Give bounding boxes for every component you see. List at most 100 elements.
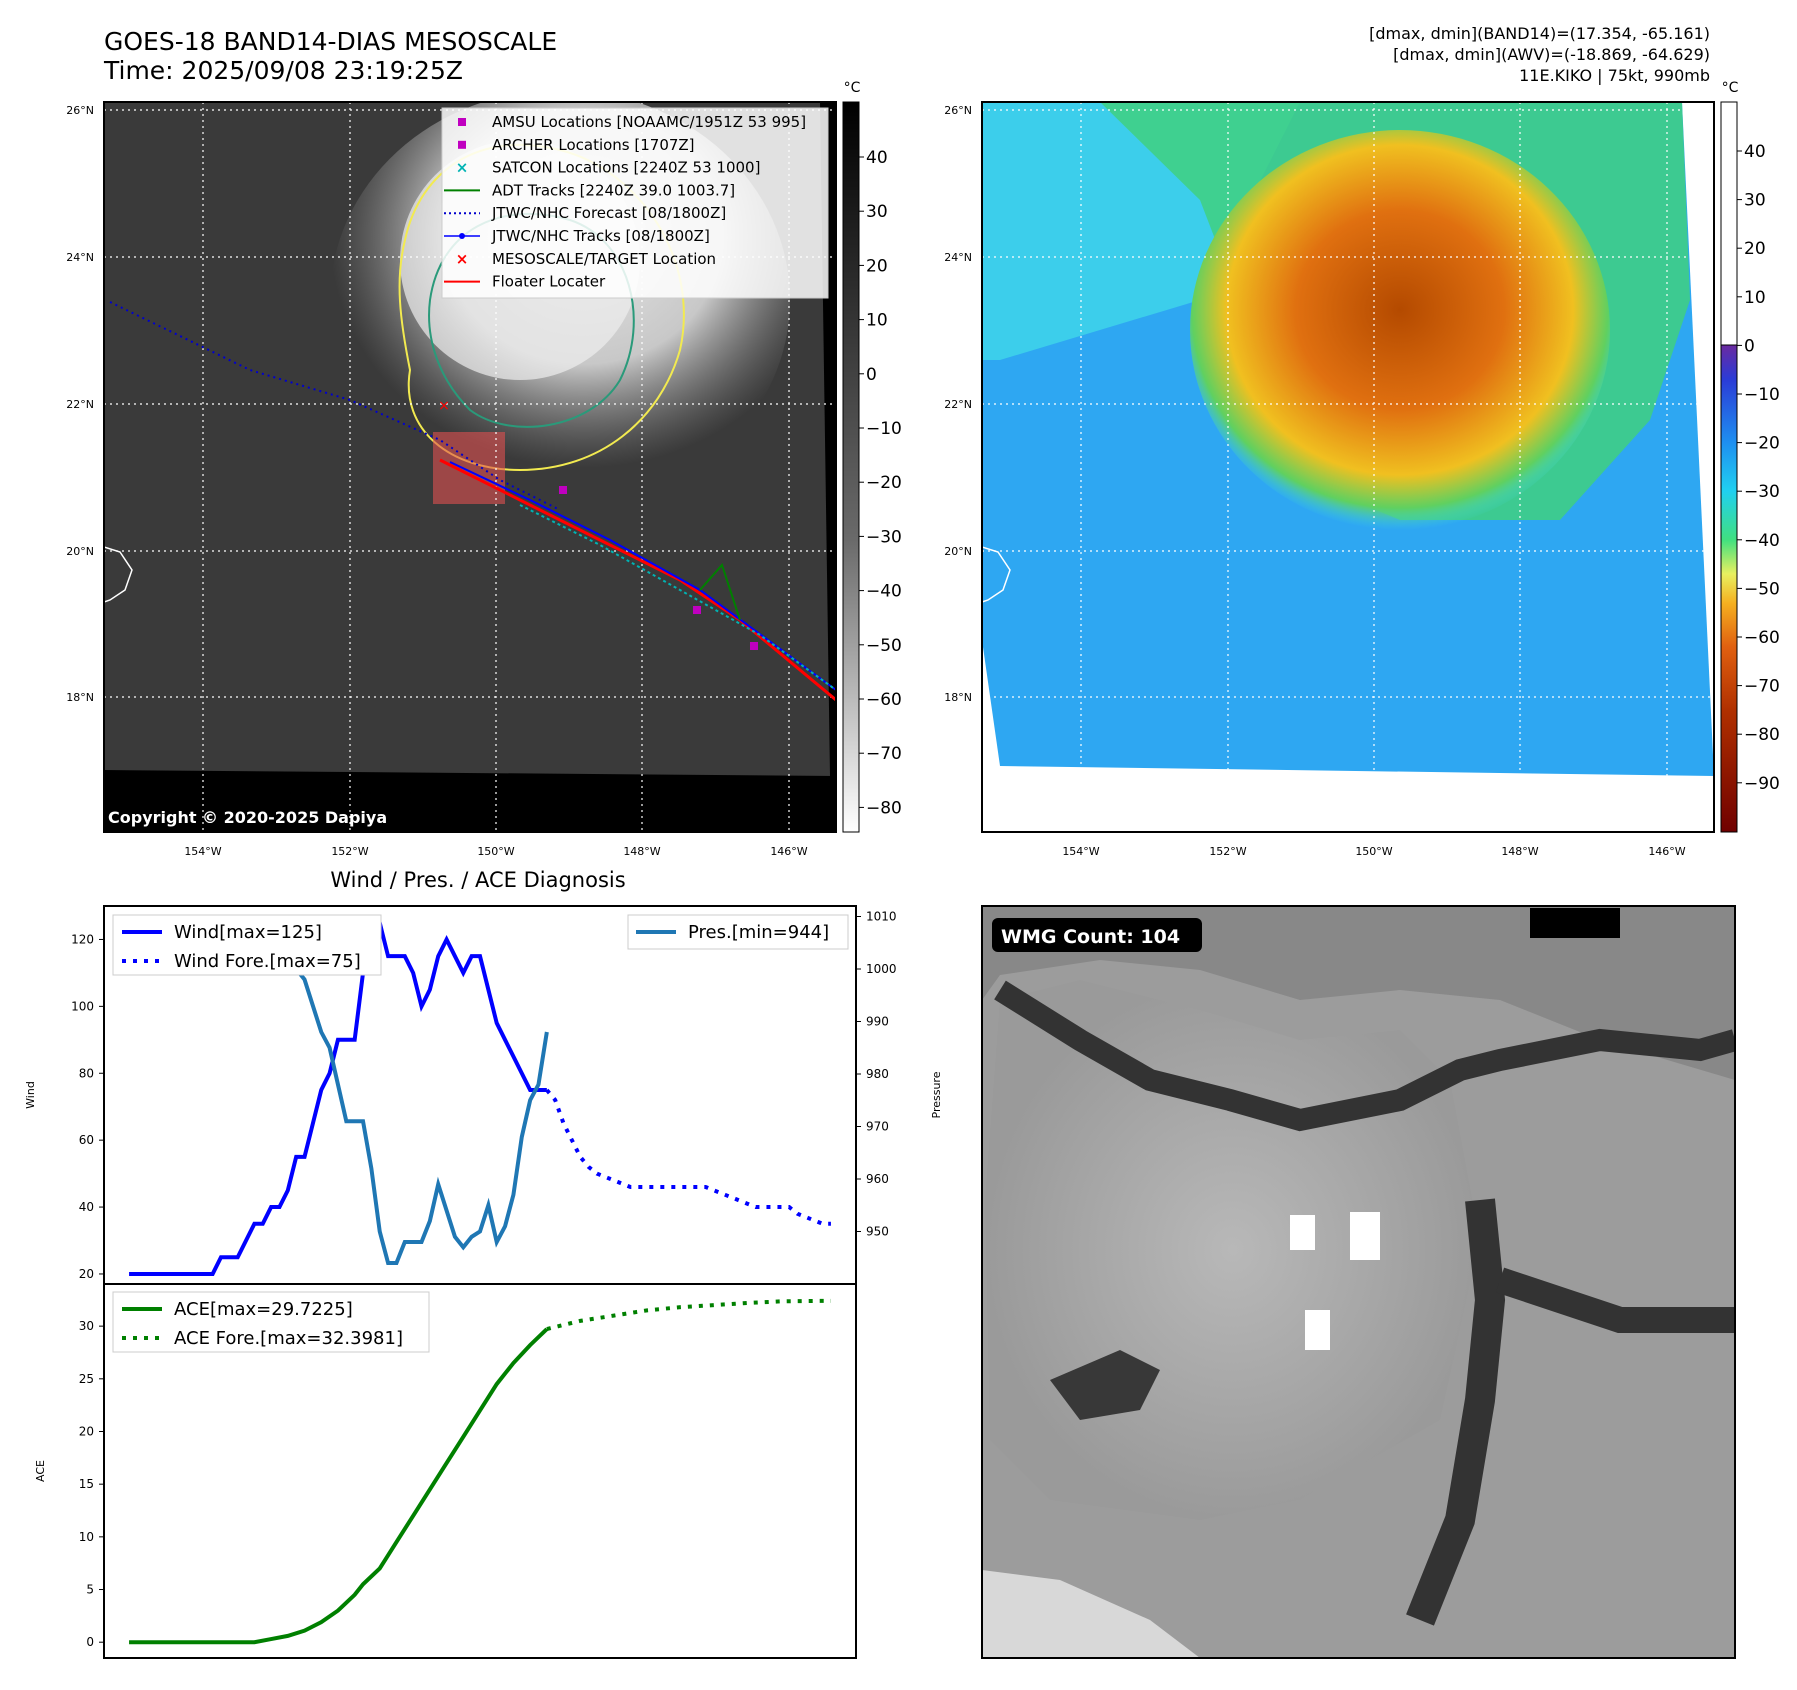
wind-ytick-label: 60 <box>79 1133 94 1147</box>
ir-colorbar-unit: °C <box>844 80 861 96</box>
pressure-ytick-label: 970 <box>866 1120 889 1134</box>
dias-colorbar: °C 40 30 20 10 0 −10 −20 −30 −40 −50 −60 −70 −80 −90 <box>1720 80 1780 833</box>
lon-label: 150°W <box>1355 845 1392 858</box>
ir-legend: AMSU Locations [NOAAMC/1951Z 53 995] ARCH… <box>441 107 829 299</box>
ir-colorbar-tick-label: −60 <box>866 690 902 710</box>
ir-jtwc-track <box>449 461 836 691</box>
dias-colorbar-tick-label: −90 <box>1744 774 1780 794</box>
wind-ytick-label: 40 <box>79 1200 94 1214</box>
dias-colorbar-tick-label: 40 <box>1744 142 1766 162</box>
dias-lon-labels: 154°W 152°W 150°W 148°W 146°W <box>1062 845 1685 858</box>
wind-ytick-label: 100 <box>71 999 94 1013</box>
ir-colorbar-tick-label: −80 <box>866 798 902 818</box>
legend-label: ACE[max=29.7225] <box>174 1299 353 1320</box>
ir-mesoscale-box <box>433 432 505 504</box>
dias-storm-core <box>1190 130 1610 530</box>
ace-ytick-label: 10 <box>79 1530 94 1544</box>
lon-label: 152°W <box>331 845 368 858</box>
series-line-0 <box>129 920 547 1276</box>
dias-colorbar-tick-label: −30 <box>1744 482 1780 502</box>
ir-floater-track <box>439 458 836 702</box>
legend-label: JTWC/NHC Forecast [08/1800Z] <box>491 204 726 222</box>
wind-axis-label: Wind <box>24 1081 37 1109</box>
legend-label: AMSU Locations [NOAAMC/1951Z 53 995] <box>492 113 806 131</box>
ir-amsu-marker <box>559 486 567 494</box>
legend-marker-x: × <box>456 250 469 268</box>
lon-label: 148°W <box>623 845 660 858</box>
ir-adt-track <box>699 563 741 621</box>
lon-label: 150°W <box>477 845 514 858</box>
pressure-ytick-label: 950 <box>866 1225 889 1239</box>
legend-label: ARCHER Locations [1707Z] <box>492 136 695 154</box>
lat-label: 22°N <box>66 398 94 411</box>
legend-label: Wind[max=125] <box>174 922 322 943</box>
ir-satcon-track <box>519 504 836 691</box>
lat-label: 26°N <box>66 104 94 117</box>
copyright-label: Copyright © 2020-2025 Dapiya <box>108 808 388 827</box>
ace-ytick-label: 20 <box>79 1424 94 1438</box>
dias-colorbar-tick-label: −40 <box>1744 531 1780 551</box>
wmg-eye-region <box>985 980 1480 1520</box>
legend-marker-dot <box>459 233 465 239</box>
lat-label: 22°N <box>944 398 972 411</box>
pressure-ytick-label: 980 <box>866 1067 889 1081</box>
legend-label: MESOSCALE/TARGET Location <box>492 250 716 268</box>
figure-title: GOES-18 BAND14-DIAS MESOSCALE <box>104 27 558 56</box>
ace-ytick-label: 0 <box>86 1635 94 1649</box>
ir-colorbar-tick-label: 10 <box>866 311 888 331</box>
ace-ytick-label: 30 <box>79 1319 94 1333</box>
legend-marker-x: × <box>456 159 469 177</box>
pressure-ytick-label: 1000 <box>866 962 897 976</box>
wmg-count-label: WMG Count: 104 <box>1001 926 1180 948</box>
dias-gridlines <box>982 102 1714 832</box>
ir-colorbar-tick-label: 20 <box>866 256 888 276</box>
legend-label: Pres.[min=944] <box>688 922 829 943</box>
lat-label: 20°N <box>66 545 94 558</box>
ir-archer-marker <box>693 606 701 614</box>
pressure-ytick-label: 1010 <box>866 910 897 924</box>
legend-label: SATCON Locations [2240Z 53 1000] <box>492 159 760 177</box>
wind-ytick-label: 120 <box>71 932 94 946</box>
lon-label: 154°W <box>1062 845 1099 858</box>
wind-legend-box <box>112 914 382 976</box>
dias-colorbar-tick-label: 10 <box>1744 288 1766 308</box>
ir-lon-labels: 154°W 152°W 150°W 148°W 146°W <box>184 845 807 858</box>
legend-label: JTWC/NHC Tracks [08/1800Z] <box>491 227 710 245</box>
ir-colorbar-tick-label: −20 <box>866 473 902 493</box>
dias-colorbar-unit: °C <box>1722 80 1739 96</box>
legend-label: ADT Tracks [2240Z 39.0 1003.7] <box>492 181 735 199</box>
dias-colorbar-tick-label: −20 <box>1744 434 1780 454</box>
dias-colorbar-tick-label: 0 <box>1744 336 1755 356</box>
ir-colorbar-tick-label: −30 <box>866 527 902 547</box>
legend-label: Floater Locater <box>492 273 606 291</box>
legend-label: ACE Fore.[max=32.3981] <box>174 1328 403 1349</box>
pressure-ytick-label: 960 <box>866 1172 889 1186</box>
legend-marker-square <box>458 140 466 149</box>
info-dmax-band14: [dmax, dmin](BAND14)=(17.354, -65.161) <box>1369 24 1710 43</box>
wmg-frame <box>981 905 1736 1659</box>
lon-label: 146°W <box>1648 845 1685 858</box>
dias-map-panel <box>981 101 1715 833</box>
lon-label: 146°W <box>770 845 807 858</box>
lat-label: 26°N <box>944 104 972 117</box>
dias-colorbar-tick-label: −50 <box>1744 579 1780 599</box>
pressure-ytick-label: 990 <box>866 1015 889 1029</box>
ace-series-line-0 <box>129 1327 549 1645</box>
wind-ytick-label: 20 <box>79 1267 94 1281</box>
lon-label: 154°W <box>184 845 221 858</box>
lat-label: 24°N <box>944 251 972 264</box>
ir-colorbar-tick-label: 0 <box>866 365 877 385</box>
ir-colorbar-tick-label: 40 <box>866 148 888 168</box>
wmg-panel: WMG Count: 104 <box>981 905 1736 1659</box>
lat-label: 24°N <box>66 251 94 264</box>
dias-colorbar-tick-label: 20 <box>1744 239 1766 259</box>
ir-colorbar-tick-label: −40 <box>866 582 902 602</box>
ir-lat-labels: 26°N 24°N 22°N 20°N 18°N <box>66 104 94 704</box>
dias-colorbar-tick-label: −80 <box>1744 725 1780 745</box>
ir-colorbar-tick-label: −50 <box>866 636 902 656</box>
ir-archer-marker-2 <box>750 642 758 650</box>
ir-colorbar-tick-label: 30 <box>866 202 888 222</box>
ace-legend-box <box>112 1291 430 1353</box>
dias-colorbar-tick-label: −10 <box>1744 385 1780 405</box>
